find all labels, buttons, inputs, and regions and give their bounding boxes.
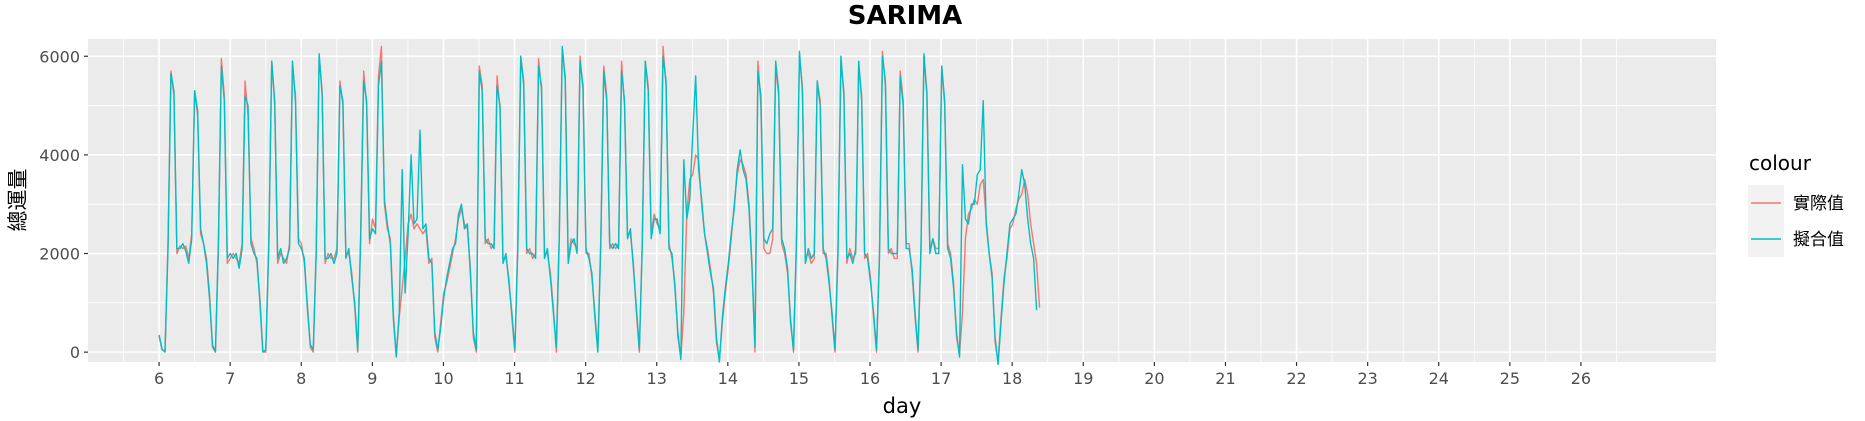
- x-tick-label: 6: [154, 369, 164, 388]
- y-tick-label: 6000: [39, 47, 80, 66]
- x-tick-label: 18: [1002, 369, 1022, 388]
- x-tick-label: 19: [1073, 369, 1093, 388]
- series-layer: [158, 45, 1041, 366]
- y-axis: 0 2000 4000 6000: [39, 47, 88, 362]
- series-line-fitted: [158, 45, 1038, 366]
- x-tick-label: 26: [1571, 369, 1591, 388]
- x-tick-label: 12: [575, 369, 595, 388]
- x-tick-label: 11: [504, 369, 524, 388]
- x-axis-title: day: [883, 394, 922, 418]
- y-tick-label: 4000: [39, 146, 80, 165]
- x-tick-label: 21: [1215, 369, 1235, 388]
- x-tick-label: 14: [718, 369, 738, 388]
- legend-title: colour: [1749, 151, 1812, 175]
- legend-label-fitted: 擬合值: [1793, 230, 1844, 250]
- minor-gridlines: [88, 39, 1716, 362]
- x-tick-label: 7: [225, 369, 235, 388]
- x-tick-label: 9: [367, 369, 377, 388]
- x-tick-label: 10: [433, 369, 453, 388]
- x-tick-label: 20: [1144, 369, 1164, 388]
- y-axis-title: 總運量: [6, 169, 30, 232]
- x-tick-label: 17: [931, 369, 951, 388]
- chart-title: SARIMA: [848, 1, 963, 31]
- y-tick-label: 2000: [39, 245, 80, 264]
- x-tick-label: 23: [1357, 369, 1377, 388]
- x-tick-label: 13: [647, 369, 667, 388]
- x-tick-label: 25: [1500, 369, 1520, 388]
- x-axis: 6 7 8 9 10 11 12 13 14 15 16 17 18 19 20 21 22 23 24 25 26: [154, 362, 1591, 388]
- y-tick-label: 0: [70, 343, 80, 362]
- x-tick-label: 24: [1429, 369, 1449, 388]
- x-tick-label: 15: [789, 369, 809, 388]
- legend-label-actual: 實際值: [1793, 194, 1844, 214]
- x-tick-label: 8: [296, 369, 306, 388]
- x-tick-label: 16: [860, 369, 880, 388]
- legend: colour 實際值 擬合值: [1748, 151, 1844, 257]
- major-gridlines: [88, 39, 1716, 362]
- x-tick-label: 22: [1286, 369, 1306, 388]
